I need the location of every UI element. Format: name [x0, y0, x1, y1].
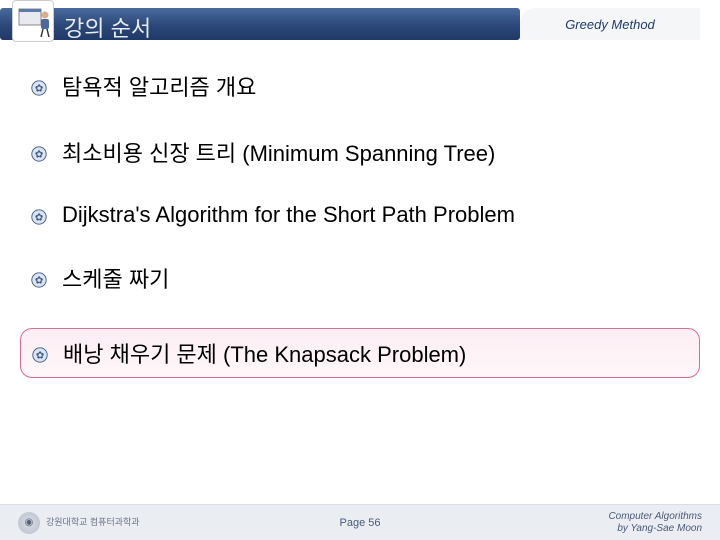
credit-line-2: by Yang-Sae Moon: [608, 523, 702, 535]
list-item: ✿ 최소비용 신장 트리 (Minimum Spanning Tree): [30, 136, 690, 168]
header-right-tab: Greedy Method: [520, 8, 700, 40]
list-item-highlighted: ✿ 배낭 채우기 문제 (The Knapsack Problem): [20, 328, 700, 378]
slide-header: 강의 순서 Greedy Method: [0, 0, 720, 46]
slide-footer: ◉ 강원대학교 컴퓨터과학과 Page 56 Computer Algorith…: [0, 504, 720, 540]
bullet-icon: ✿: [30, 77, 48, 95]
svg-text:✿: ✿: [35, 276, 43, 287]
footer-left: ◉ 강원대학교 컴퓨터과학과: [18, 512, 140, 534]
item-text: 최소비용 신장 트리 (Minimum Spanning Tree): [62, 136, 495, 168]
chapter-label: Greedy Method: [565, 17, 655, 32]
footer-credit: Computer Algorithms by Yang-Sae Moon: [608, 511, 702, 535]
list-item: ✿ 스케줄 짜기: [30, 262, 690, 294]
credit-line-1: Computer Algorithms: [608, 511, 702, 523]
presenter-icon: [12, 0, 54, 42]
slide-title: 강의 순서: [64, 11, 151, 43]
item-text: Dijkstra's Algorithm for the Short Path …: [62, 202, 515, 228]
page-number: Page 56: [340, 517, 381, 529]
svg-text:✿: ✿: [35, 213, 43, 224]
list-item: ✿ 탐욕적 알고리즘 개요: [30, 70, 690, 102]
svg-text:✿: ✿: [35, 150, 43, 161]
university-logo-icon: ◉: [18, 512, 40, 534]
svg-text:✿: ✿: [36, 351, 44, 362]
bullet-icon: ✿: [30, 269, 48, 287]
item-text: 탐욕적 알고리즘 개요: [62, 70, 256, 102]
list-item: ✿ Dijkstra's Algorithm for the Short Pat…: [30, 202, 690, 228]
bullet-icon: ✿: [31, 344, 49, 362]
content-area: ✿ 탐욕적 알고리즘 개요 ✿ 최소비용 신장 트리 (Minimum Span…: [0, 46, 720, 378]
bullet-icon: ✿: [30, 206, 48, 224]
footer-affiliation: 강원대학교 컴퓨터과학과: [46, 518, 140, 528]
item-text: 배낭 채우기 문제 (The Knapsack Problem): [63, 337, 466, 369]
item-text: 스케줄 짜기: [62, 262, 169, 294]
bullet-icon: ✿: [30, 143, 48, 161]
svg-text:✿: ✿: [35, 84, 43, 95]
